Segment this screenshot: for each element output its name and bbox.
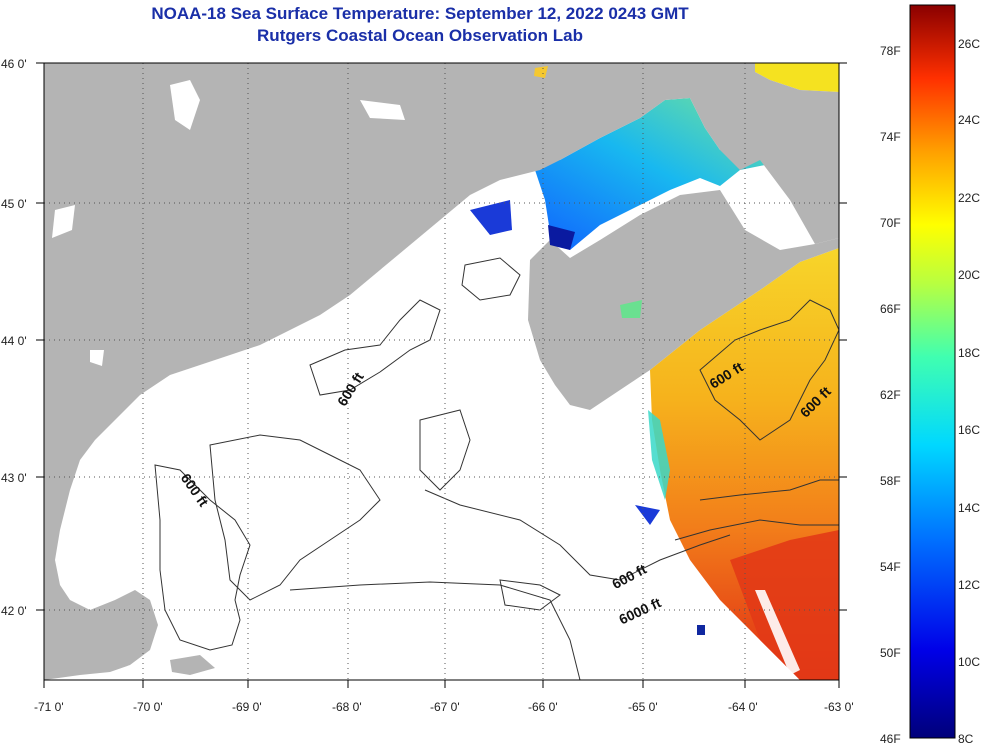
lake <box>52 205 75 238</box>
colorbar-f-label: 46F <box>880 732 901 746</box>
colorbar-f-label: 70F <box>880 216 901 230</box>
map-title: NOAA-18 Sea Surface Temperature: Septemb… <box>151 4 689 23</box>
lake <box>360 100 405 120</box>
lat-tick-label: 42 0' <box>1 604 27 618</box>
sst-top-right <box>755 63 839 92</box>
cold-water-patch <box>635 505 660 525</box>
lon-tick-label: -63 0' <box>824 700 854 714</box>
colorbar-f-label: 50F <box>880 646 901 660</box>
colorbar-c-label: 26C <box>958 37 980 51</box>
land-new-brunswick <box>540 63 839 244</box>
bathymetry-contours <box>154 257 839 680</box>
cold-water-patch <box>470 200 512 235</box>
lake <box>90 350 104 366</box>
colorbar-f-label: 62F <box>880 388 901 402</box>
lat-tick-label: 43 0' <box>1 471 27 485</box>
cold-water-patch <box>697 625 705 635</box>
colorbar-f-labels: 78F 74F 70F 66F 62F 58F 54F 50F 46F <box>880 44 901 746</box>
lon-tick-label: -64 0' <box>728 700 758 714</box>
lon-axis-labels: -71 0' -70 0' -69 0' -68 0' -67 0' -66 0… <box>34 700 854 714</box>
colorbar <box>909 4 956 739</box>
lon-tick-label: -68 0' <box>332 700 362 714</box>
colorbar-c-labels: 26C 24C 22C 20C 18C 16C 14C 12C 10C 8C <box>958 37 980 746</box>
coastal-patch <box>620 300 642 318</box>
lon-tick-label: -71 0' <box>34 700 64 714</box>
colorbar-c-label: 14C <box>958 501 980 515</box>
colorbar-f-label: 66F <box>880 302 901 316</box>
lon-tick-label: -69 0' <box>232 700 262 714</box>
colorbar-c-label: 22C <box>958 191 980 205</box>
lat-tick-label: 45 0' <box>1 197 27 211</box>
colorbar-c-label: 10C <box>958 655 980 669</box>
land-cape-cod <box>44 590 158 680</box>
land-nova-scotia <box>528 190 839 410</box>
colorbar-f-label: 74F <box>880 130 901 144</box>
cold-streak <box>755 590 800 675</box>
colorbar-c-label: 12C <box>958 578 980 592</box>
cold-water-patch <box>548 225 575 250</box>
land-new-england <box>44 63 540 600</box>
coastal-patch <box>534 66 548 78</box>
map-subtitle: Rutgers Coastal Ocean Observation Lab <box>257 26 583 45</box>
colorbar-f-label: 54F <box>880 560 901 574</box>
lake <box>170 80 200 130</box>
colorbar-c-label: 16C <box>958 423 980 437</box>
frame-ticks <box>36 62 847 688</box>
bay-of-fundy-sst <box>530 98 800 250</box>
colorbar-c-label: 8C <box>958 732 974 746</box>
colorbar-f-label: 78F <box>880 44 901 58</box>
colorbar-c-label: 24C <box>958 113 980 127</box>
land-island <box>170 655 215 675</box>
lat-axis-labels: 46 0' 45 0' 44 0' 43 0' 42 0' <box>1 57 27 618</box>
lat-tick-label: 44 0' <box>1 334 27 348</box>
colorbar-f-label: 58F <box>880 474 901 488</box>
lat-tick-label: 46 0' <box>1 57 27 71</box>
lon-tick-label: -70 0' <box>133 700 163 714</box>
lon-tick-label: -65 0' <box>628 700 658 714</box>
lon-tick-label: -67 0' <box>430 700 460 714</box>
sst-hot-region <box>730 530 839 680</box>
colorbar-c-label: 18C <box>958 346 980 360</box>
lon-tick-label: -66 0' <box>528 700 558 714</box>
colorbar-c-label: 20C <box>958 268 980 282</box>
